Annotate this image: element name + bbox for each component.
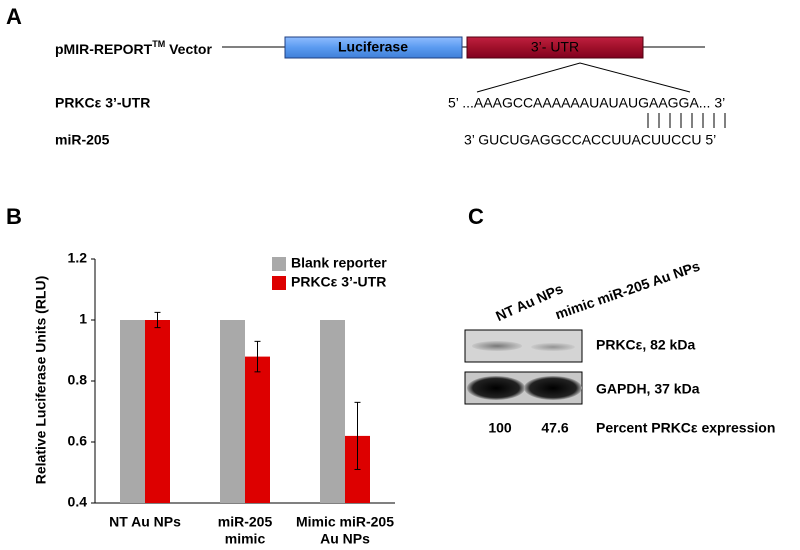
panel-label: A (6, 4, 22, 29)
bar (320, 320, 345, 503)
base-pairs (647, 113, 726, 128)
percent-value: 100 (488, 420, 512, 436)
y-tick-label: 0.6 (68, 433, 88, 449)
percent-label: Percent PRKCε expression (596, 420, 775, 436)
legend-swatch (272, 257, 286, 271)
luciferase-box (284, 36, 463, 59)
legend-label: Blank reporter (291, 255, 387, 271)
error-bar (354, 401, 361, 470)
band (467, 376, 525, 400)
mirna-label: miR-205 (55, 132, 110, 148)
band (472, 341, 522, 351)
y-axis-label: Relative Luciferase Units (RLU) (33, 276, 49, 485)
utr-label: 3’- UTR (531, 39, 579, 55)
mirna-sequence: 3’ GUCUGAGGCCACCUUACUUCCU 5’ (464, 132, 716, 148)
lane-label: mimic miR-205 Au NPs (553, 258, 702, 323)
x-tick-label: miR-205 (218, 514, 273, 530)
error-bar (254, 340, 261, 373)
y-tick-label: 1 (79, 311, 87, 327)
error-bar (154, 311, 161, 329)
bar (220, 320, 245, 503)
utr-box (466, 36, 644, 59)
band (524, 376, 582, 400)
vector-suffix: Vector (165, 41, 212, 57)
panel-label: C (468, 204, 484, 229)
bar (145, 320, 170, 503)
bar (120, 320, 145, 503)
band (531, 343, 575, 351)
y-tick-label: 0.8 (68, 372, 88, 388)
legend-label: PRKCε 3’-UTR (291, 274, 386, 290)
y-tick-label: 1.2 (68, 250, 88, 266)
panel-label: B (6, 204, 22, 229)
vector-name: pMIR-REPORT (55, 41, 153, 57)
x-tick-label: Au NPs (320, 531, 370, 547)
x-tick-label: Mimic miR-205 (296, 514, 394, 530)
band-label: GAPDH, 37 kDa (596, 381, 700, 397)
lane-label: NT Au NPs (493, 280, 565, 324)
target-sequence: 5’ ...AAAGCCAAAAAAUAUAUGAAGGA... 3’ (448, 95, 725, 111)
percent-value: 47.6 (541, 420, 568, 436)
luciferase-label: Luciferase (338, 39, 408, 55)
legend-swatch (272, 276, 286, 290)
y-tick-label: 0.4 (68, 494, 88, 510)
vector-sup: TM (152, 39, 165, 49)
vector-label: pMIR-REPORTTM Vector (55, 39, 212, 56)
bar (245, 356, 270, 503)
x-tick-label: mimic (225, 531, 266, 547)
target-label: PRKCε 3’-UTR (55, 95, 150, 111)
zoom-lines (476, 62, 691, 93)
band-label: PRKCε, 82 kDa (596, 337, 695, 353)
x-tick-label: NT Au NPs (109, 514, 181, 530)
